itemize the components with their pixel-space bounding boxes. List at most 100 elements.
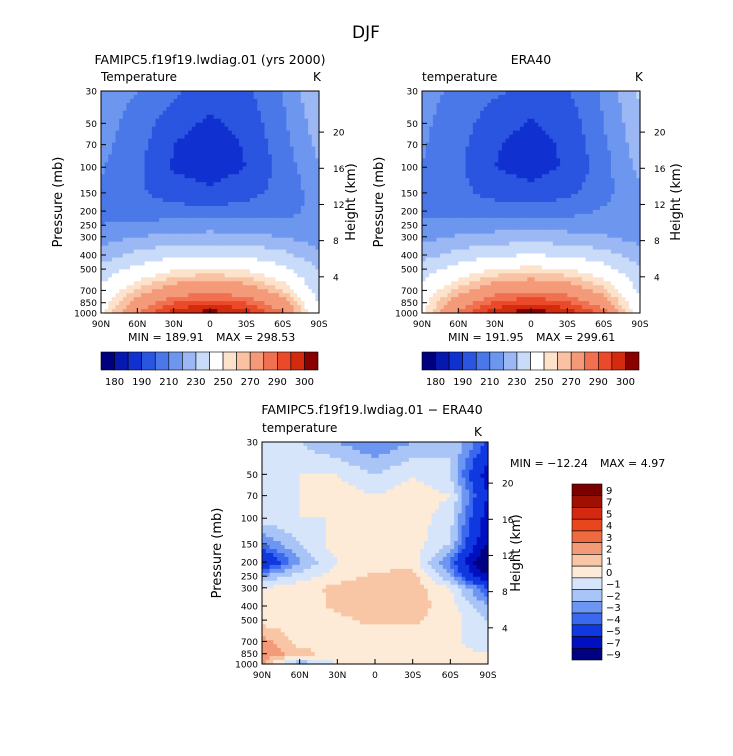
colorbar-label: 190 <box>453 377 472 388</box>
panel-title: FAMIPC5.f19f19.lwdiag.01 − ERA40 <box>261 402 482 417</box>
height-axis: 20 16 12 8 4 <box>319 129 345 283</box>
pressure-tick-label: 850 <box>80 299 97 309</box>
height-tick-label: 8 <box>502 588 508 598</box>
pressure-tick-label: 850 <box>401 299 418 309</box>
height-tick-label: 4 <box>654 273 660 283</box>
pressure-tick-label: 1000 <box>74 310 97 320</box>
colorbar-swatch <box>503 351 518 371</box>
pressure-tick-label: 70 <box>86 141 98 151</box>
height-tick-label: 20 <box>502 480 514 490</box>
pressure-tick-label: 30 <box>407 88 419 98</box>
colorbar-label: 230 <box>186 377 205 388</box>
latitude-tick-label: 30N <box>328 671 346 681</box>
max-label: MAX = 4.97 <box>600 457 665 470</box>
panel-subtitle: temperature <box>422 70 497 84</box>
latitude-axis: 90N 60N 30N 0 30S 60S 90S <box>413 308 649 330</box>
colorbar-label: 290 <box>589 377 608 388</box>
y-axis-label: Pressure (mb) <box>51 157 66 248</box>
pressure-tick-label: 50 <box>407 120 419 130</box>
pressure-tick-label: 850 <box>241 650 258 660</box>
min-label: MIN = −12.24 <box>510 457 588 470</box>
pressure-tick-label: 150 <box>401 189 418 199</box>
height-tick-label: 16 <box>333 165 345 175</box>
colorbar-swatch <box>489 351 504 371</box>
colorbar-swatch <box>249 351 265 371</box>
colorbar-label: 190 <box>132 377 151 388</box>
pressure-tick-label: 400 <box>241 602 258 612</box>
pressure-tick-label: 50 <box>86 120 98 130</box>
pressure-tick-label: 70 <box>407 141 419 151</box>
colorbar-label: 210 <box>480 377 499 388</box>
page-title: DJF <box>352 23 380 43</box>
colorbar-swatch <box>114 351 129 371</box>
height-tick-label: 20 <box>654 129 666 139</box>
colorbar-swatch <box>557 351 572 371</box>
pressure-tick-label: 300 <box>401 233 418 243</box>
latitude-tick-label: 30S <box>404 671 421 681</box>
colorbar-label: 1 <box>606 556 612 567</box>
latitude-tick-label: 60S <box>442 671 459 681</box>
height-axis-label: Height (km) <box>344 163 359 240</box>
colorbar-label: 230 <box>507 377 526 388</box>
panel-model: FAMIPC5.f19f19.lwdiag.01 (yrs 2000) Temp… <box>51 52 359 388</box>
pressure-tick-label: 500 <box>401 266 418 276</box>
colorbar-swatch <box>435 351 450 371</box>
colorbar-swatch <box>530 351 545 371</box>
height-tick-label: 12 <box>654 201 665 211</box>
latitude-tick-label: 90N <box>92 320 110 330</box>
colorbar: 180 190 210 230 250 270 290 300 <box>100 351 319 388</box>
colorbar-swatch <box>571 530 603 543</box>
colorbar-swatch <box>571 589 603 602</box>
height-tick-label: 12 <box>333 201 344 211</box>
panel-title: FAMIPC5.f19f19.lwdiag.01 (yrs 2000) <box>95 52 326 67</box>
colorbar-label: −2 <box>606 591 621 602</box>
latitude-tick-label: 0 <box>528 320 534 330</box>
latitude-axis: 90N 60N 30N 0 30S 60S 90S <box>92 308 328 330</box>
colorbar-swatch <box>209 351 224 371</box>
latitude-tick-label: 90N <box>253 671 271 681</box>
pressure-tick-label: 400 <box>401 251 418 261</box>
colorbar-label: 3 <box>606 533 612 544</box>
pressure-tick-label: 30 <box>247 439 259 449</box>
height-axis-label: Height (km) <box>509 514 524 591</box>
colorbar-swatch <box>168 351 183 371</box>
colorbar-swatch <box>598 351 613 371</box>
latitude-tick-label: 60N <box>449 320 467 330</box>
colorbar-swatch <box>571 612 603 626</box>
colorbar-swatch <box>421 351 436 371</box>
colorbar-label: −9 <box>606 650 621 661</box>
colorbar-swatch <box>571 495 603 508</box>
latitude-tick-label: 60N <box>128 320 146 330</box>
colorbar-swatch <box>571 647 603 661</box>
min-label: MIN = 191.95 <box>448 331 524 344</box>
colorbar-swatch <box>571 565 603 579</box>
pressure-tick-label: 250 <box>401 222 418 232</box>
colorbar-label: 250 <box>214 377 233 388</box>
pressure-tick-label: 300 <box>241 584 258 594</box>
colorbar-label: 210 <box>159 377 178 388</box>
colorbar-swatch <box>571 601 603 614</box>
latitude-axis: 90N 60N 30N 0 30S 60S 90S <box>253 659 497 681</box>
latitude-tick-label: 60S <box>595 320 612 330</box>
colorbar-swatch <box>195 351 210 371</box>
latitude-tick-label: 60S <box>274 320 291 330</box>
min-label: MIN = 189.91 <box>128 331 204 344</box>
pressure-tick-label: 100 <box>80 164 97 174</box>
colorbar-swatch <box>584 351 599 371</box>
colorbar-swatch <box>277 351 292 371</box>
pressure-tick-label: 150 <box>80 189 97 199</box>
colorbar-swatch <box>290 351 305 371</box>
pressure-tick-label: 30 <box>86 88 98 98</box>
height-tick-label: 12 <box>502 552 513 562</box>
height-tick-label: 16 <box>654 165 666 175</box>
panel-difference: FAMIPC5.f19f19.lwdiag.01 − ERA40 tempera… <box>210 402 665 681</box>
pressure-tick-label: 200 <box>241 559 258 569</box>
colorbar-swatch <box>236 351 251 371</box>
colorbar-swatch <box>100 351 115 371</box>
latitude-tick-label: 90S <box>479 671 496 681</box>
colorbar-swatch <box>571 636 603 649</box>
colorbar-swatch <box>462 351 477 371</box>
pressure-tick-label: 250 <box>80 222 97 232</box>
